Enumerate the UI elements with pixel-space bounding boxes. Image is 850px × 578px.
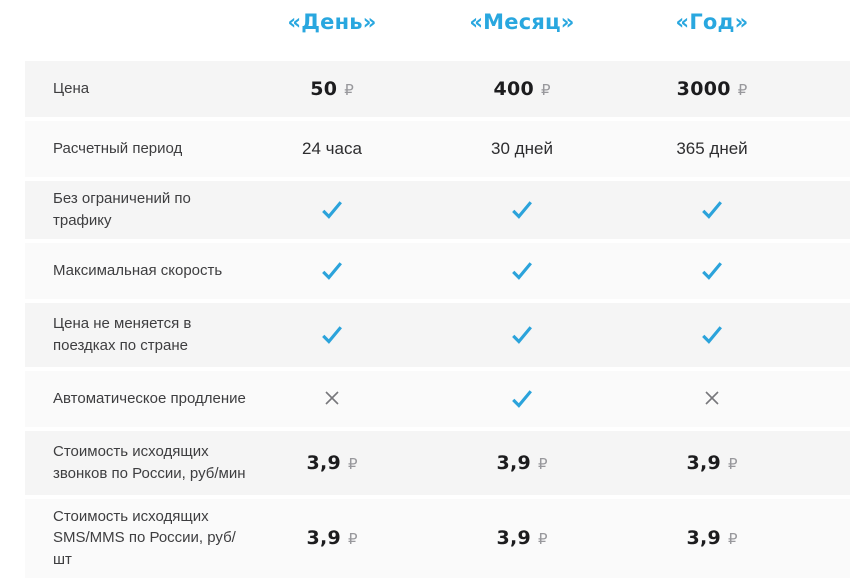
text-value: 365 дней <box>676 139 748 158</box>
cell-month: 400 ₽ <box>427 78 617 100</box>
cell-day <box>237 260 427 281</box>
cell-month <box>427 324 617 345</box>
row-label: Максимальная скорость <box>53 261 223 279</box>
cell-day: 50 ₽ <box>237 78 427 100</box>
cell-month <box>427 388 617 409</box>
price-value: 3,9 <box>496 527 531 550</box>
check-icon <box>510 201 534 220</box>
table-row: Цена не меняется в поездках по стране <box>25 302 850 367</box>
ruble-sign: ₽ <box>541 81 551 99</box>
cell-year <box>617 324 807 345</box>
table-row: Цена 50 ₽400 ₽3000 ₽ <box>25 61 850 117</box>
ruble-sign: ₽ <box>538 530 548 549</box>
cross-icon <box>323 390 341 407</box>
table-row: Автоматическое продление <box>25 370 850 427</box>
ruble-sign: ₽ <box>348 530 358 549</box>
cell-year: 3000 ₽ <box>617 78 807 100</box>
column-header-month[interactable]: «Месяц» <box>469 10 575 34</box>
check-icon <box>320 201 344 220</box>
check-icon <box>320 262 344 280</box>
cell-day <box>237 199 427 220</box>
column-header-day[interactable]: «День» <box>287 10 377 34</box>
check-icon <box>510 262 534 280</box>
row-label: Стоимость исходящих SMS/MMS по России, р… <box>53 507 236 569</box>
cell-day: 3,9 ₽ <box>237 452 427 474</box>
check-icon <box>700 201 724 220</box>
cell-year <box>617 260 807 281</box>
ruble-sign: ₽ <box>728 530 738 549</box>
check-icon <box>700 326 724 344</box>
cell-day: 24 часа <box>237 139 427 159</box>
check-icon <box>320 326 344 344</box>
cell-year <box>617 199 807 220</box>
price-value: 3,9 <box>686 527 721 550</box>
ruble-sign: ₽ <box>538 454 548 473</box>
table-row: Стоимость исходящих SMS/MMS по России, р… <box>25 498 850 578</box>
price-value: 400 <box>493 78 534 100</box>
ruble-sign: ₽ <box>728 454 738 473</box>
ruble-sign: ₽ <box>737 81 748 99</box>
text-value: 24 часа <box>302 139 362 158</box>
table-row: Расчетный период 24 часа 30 дней 365 дней <box>25 121 850 177</box>
price-value: 3000 <box>676 78 731 100</box>
cell-year: 3,9 ₽ <box>617 452 807 474</box>
column-header-year[interactable]: «Год» <box>675 10 749 34</box>
cell-month: 3,9 ₽ <box>427 527 617 549</box>
cell-day: 3,9 ₽ <box>237 527 427 549</box>
cell-month <box>427 199 617 220</box>
cell-month <box>427 260 617 281</box>
ruble-sign: ₽ <box>348 454 358 473</box>
row-label: Автоматическое продление <box>53 389 246 407</box>
text-value: 30 дней <box>491 139 553 158</box>
table-row: Без ограничений по трафику <box>25 181 850 239</box>
cell-year: 3,9 ₽ <box>617 527 807 549</box>
table-header: «День» «Месяц» «Год» <box>25 0 850 44</box>
cell-day <box>237 324 427 345</box>
check-icon <box>700 262 724 280</box>
cell-day <box>237 389 427 407</box>
table-row: Стоимость исходящих звонков по России, р… <box>25 430 850 495</box>
price-value: 3,9 <box>306 451 341 474</box>
row-label: Цена <box>53 80 90 98</box>
cell-year: 365 дней <box>617 139 807 159</box>
check-icon <box>510 326 534 344</box>
cell-month: 3,9 ₽ <box>427 452 617 474</box>
price-value: 3,9 <box>496 451 531 474</box>
row-label: Цена не меняется в поездках по стране <box>53 314 192 354</box>
price-value: 50 <box>310 78 338 100</box>
table-body: Цена 50 ₽400 ₽3000 ₽ Расчетный период 24 часа 3… <box>25 61 850 578</box>
price-value: 3,9 <box>686 451 721 474</box>
row-label: Без ограничений по трафику <box>53 190 191 229</box>
table-row: Максимальная скорость <box>25 242 850 299</box>
check-icon <box>510 390 534 408</box>
row-label: Расчетный период <box>53 140 183 158</box>
price-value: 3,9 <box>306 527 341 550</box>
cell-month: 30 дней <box>427 139 617 159</box>
row-label: Стоимость исходящих звонков по России, р… <box>53 442 246 482</box>
cell-year <box>617 389 807 407</box>
cross-icon <box>703 390 721 407</box>
ruble-sign: ₽ <box>344 81 354 99</box>
